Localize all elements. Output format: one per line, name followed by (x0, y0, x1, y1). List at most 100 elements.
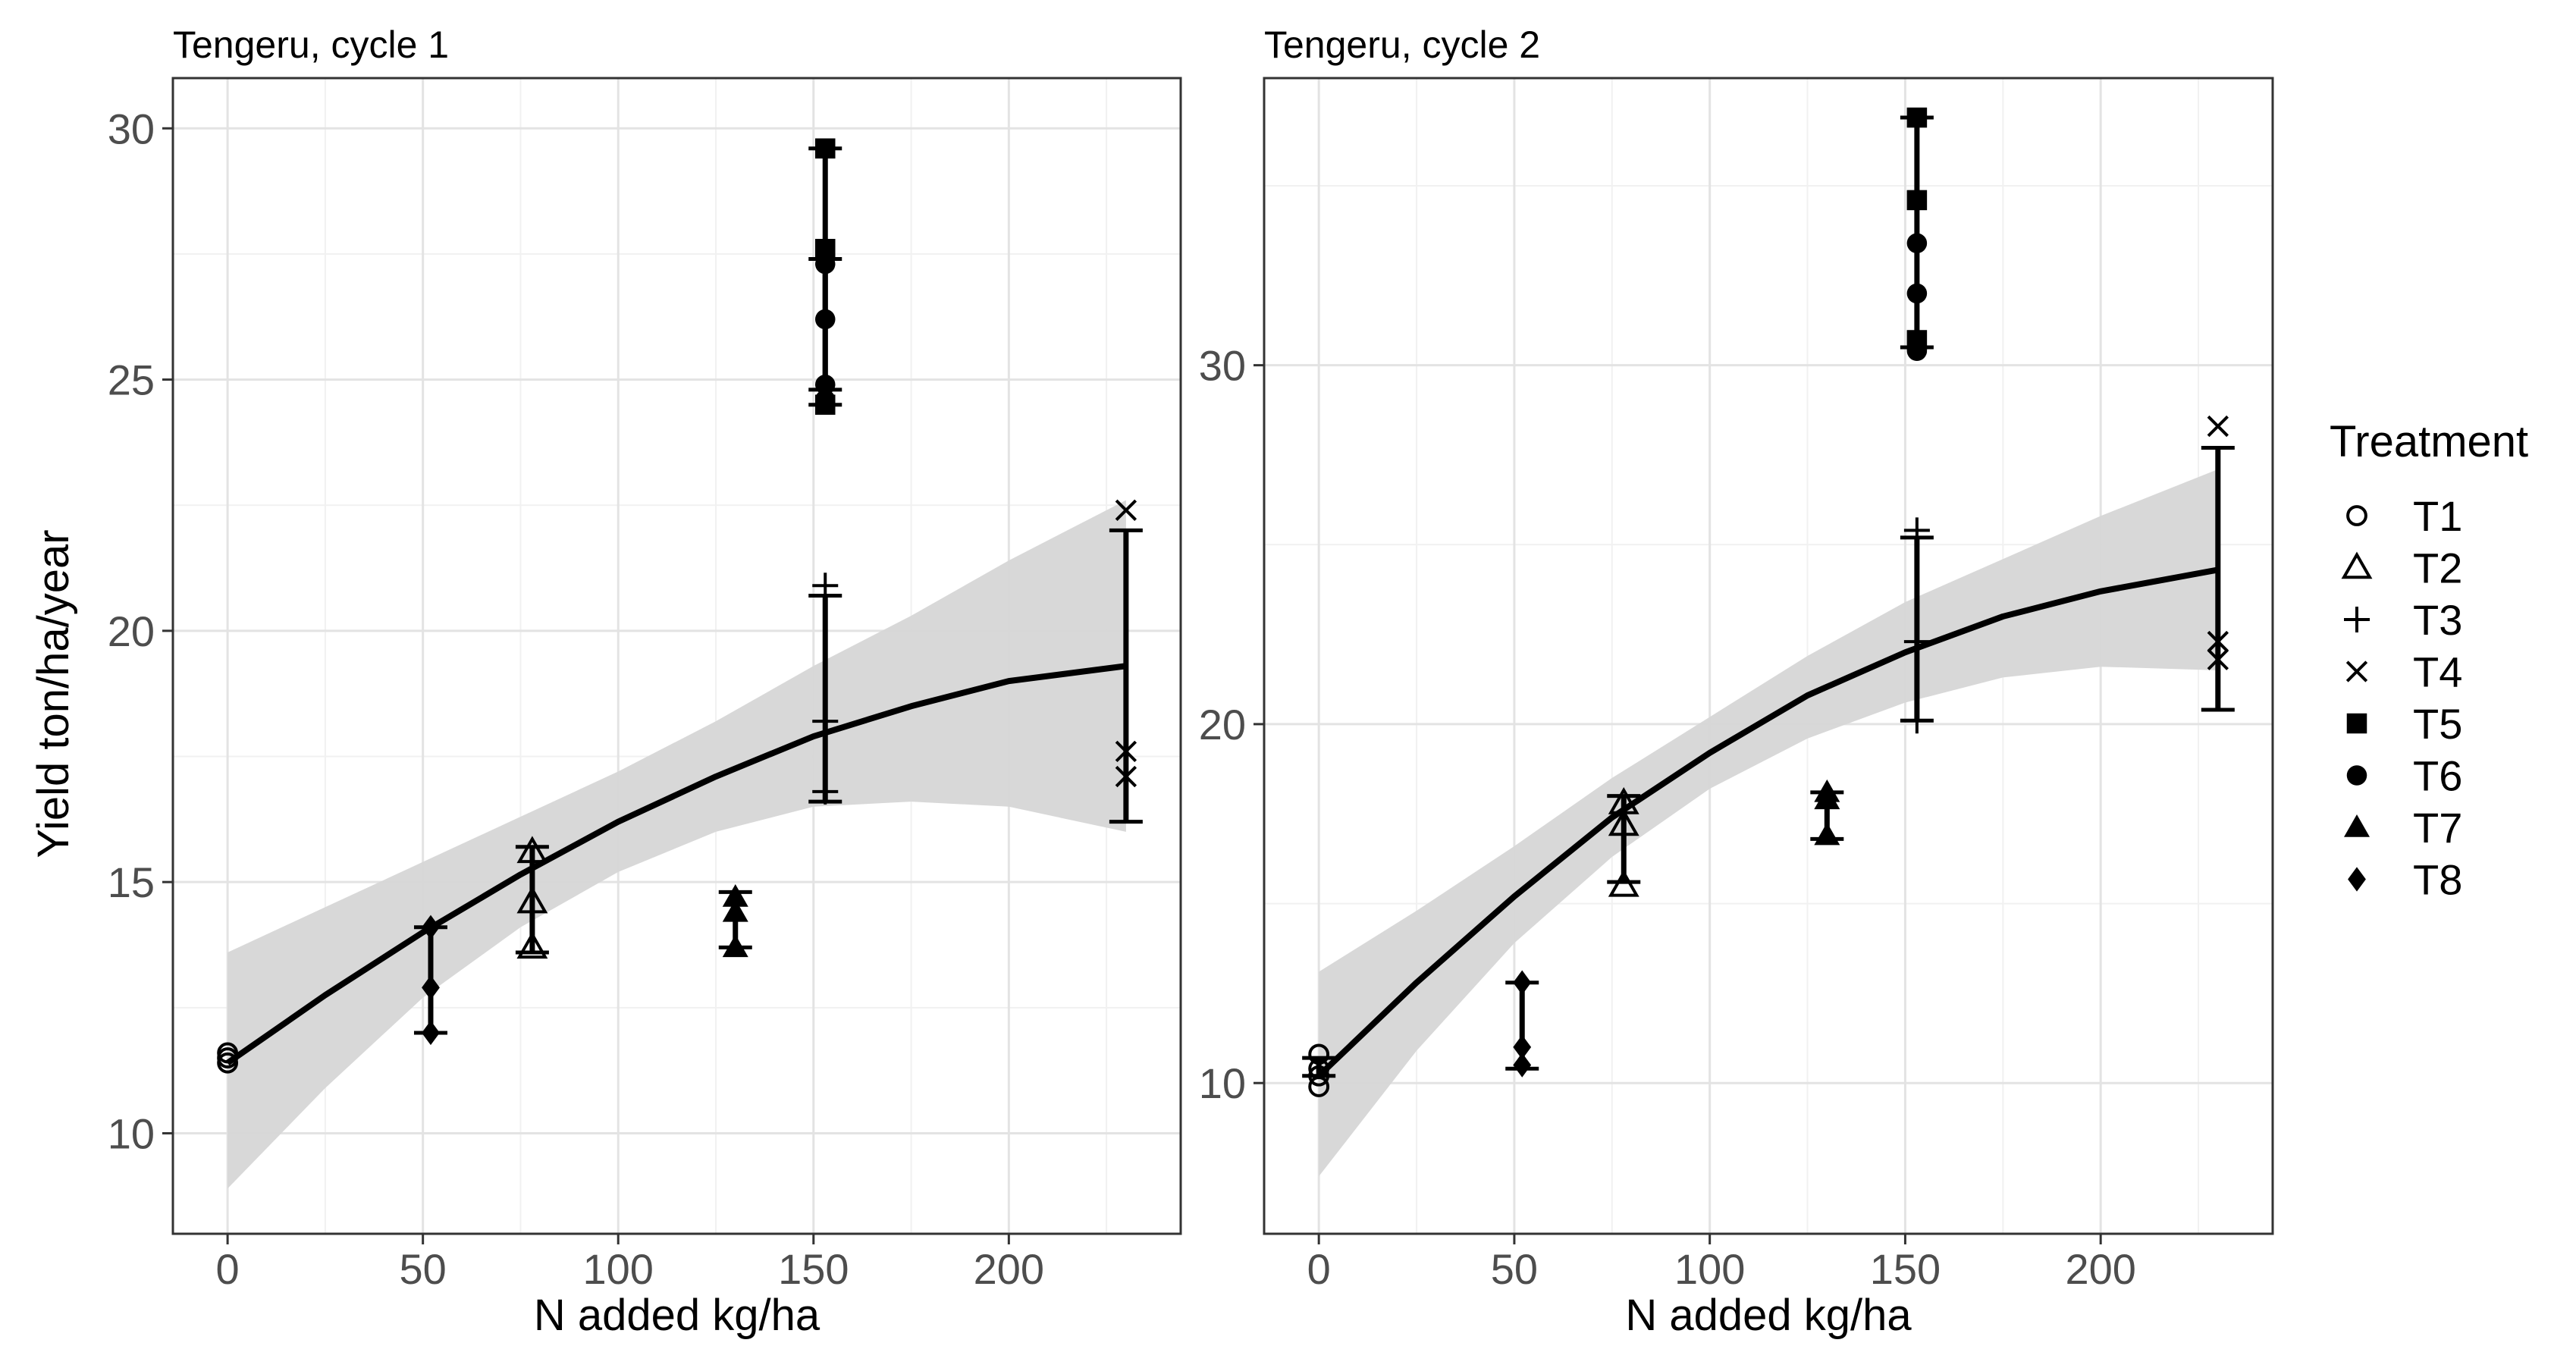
fit-curve (225, 663, 1127, 1065)
legend-key-t8 (2348, 867, 2366, 892)
legend-item-t1: T1 (2346, 492, 2462, 540)
point-t7 (722, 934, 748, 958)
y-tick-label: 20 (108, 607, 155, 655)
x-tick-label: 0 (1307, 1245, 1331, 1293)
point-t4 (2207, 648, 2229, 670)
fit-curve (1316, 566, 2219, 1078)
legend-item-t7: T7 (2344, 804, 2462, 852)
point-t7 (1814, 822, 1840, 846)
x-tick-label: 200 (2065, 1245, 2135, 1293)
legend-label: T1 (2413, 492, 2462, 540)
x-tick-label: 50 (1491, 1245, 1538, 1293)
point-t6 (1906, 233, 1928, 253)
legend-key-t2 (2341, 551, 2373, 579)
panel-border (171, 77, 1182, 1235)
point-t2 (1608, 808, 1639, 836)
legend-key-t1 (2346, 505, 2367, 526)
legend-label: T8 (2413, 856, 2462, 904)
point-t8 (1513, 970, 1532, 995)
y-tick-label: 20 (1199, 701, 1246, 748)
panel-cycle-2: Tengeru, cycle 2 0 50 100 150 200 10 20 30 N adde… (1199, 24, 2274, 1340)
legend-item-t6: T6 (2346, 752, 2462, 800)
point-t3 (812, 573, 839, 599)
y-tick-label: 30 (1199, 342, 1246, 390)
error-bar-t4 (1109, 528, 1143, 824)
confidence-band (227, 500, 1126, 1189)
legend-label: T2 (2413, 544, 2462, 592)
point-t7 (722, 884, 748, 907)
y-tick-label: 30 (108, 105, 155, 152)
point-t1 (217, 1042, 239, 1064)
point-t3 (1903, 517, 1930, 544)
point-t8 (422, 915, 440, 940)
point-t5 (814, 138, 836, 159)
y-tick-label: 15 (108, 858, 155, 906)
x-tick-label: 50 (400, 1245, 447, 1293)
point-t2 (516, 931, 548, 959)
legend-item-t2: T2 (2341, 544, 2462, 592)
point-t6 (814, 389, 836, 410)
legend-label: T4 (2413, 648, 2462, 696)
point-t4 (1115, 499, 1137, 522)
point-t6 (814, 374, 836, 395)
point-t8 (1513, 1053, 1532, 1078)
point-t8 (422, 975, 440, 1000)
legend-item-t5: T5 (2346, 700, 2462, 748)
error-bar-t4 (2201, 445, 2235, 712)
panel-title: Tengeru, cycle 2 (1264, 24, 1540, 66)
point-t5 (1906, 107, 1928, 128)
legend-key-t7 (2344, 814, 2370, 837)
point-t1 (1308, 1065, 1330, 1087)
point-t7 (722, 899, 748, 922)
point-t6 (814, 253, 836, 275)
legend-label: T6 (2413, 752, 2462, 800)
y-tick-label: 10 (108, 1109, 155, 1157)
x-tick-label: 150 (1870, 1245, 1941, 1293)
legend-label: T5 (2413, 700, 2462, 748)
legend-label: T3 (2413, 596, 2462, 644)
legend-key-t6 (2346, 765, 2367, 786)
panel-cycle-1: Tengeru, cycle 1 0 50 100 150 200 10 15 20 25 30 N … (108, 24, 1182, 1340)
x-tick-label: 100 (1674, 1245, 1745, 1293)
y-tick-label: 25 (108, 356, 155, 404)
point-t1 (1308, 1043, 1330, 1065)
point-t4 (1115, 765, 1137, 788)
point-t2 (516, 836, 548, 864)
confidence-band (1319, 469, 2218, 1177)
y-axis-title: Yield ton/ha/year (29, 529, 78, 858)
x-tick-label: 150 (778, 1245, 849, 1293)
x-axis-title: N added kg/ha (534, 1291, 820, 1340)
x-axis-title: N added kg/ha (1625, 1291, 1912, 1340)
point-t6 (814, 309, 836, 330)
legend-item-t4: T4 (2345, 648, 2462, 696)
point-t6 (1906, 340, 1928, 361)
x-tick-label: 0 (216, 1245, 240, 1293)
point-t3 (812, 778, 839, 805)
point-t7 (1814, 786, 1840, 810)
panel-title: Tengeru, cycle 1 (173, 24, 449, 66)
point-t1 (1308, 1076, 1330, 1097)
point-t8 (422, 1020, 440, 1046)
point-t8 (1513, 1034, 1532, 1060)
point-t5 (1906, 190, 1928, 211)
point-t4 (2207, 415, 2229, 438)
legend-item-t3: T3 (2344, 596, 2462, 644)
point-t3 (1903, 629, 1930, 655)
x-tick-label: 200 (974, 1245, 1044, 1293)
legend-item-t8: T8 (2348, 856, 2462, 904)
x-tick-label: 100 (583, 1245, 654, 1293)
point-t2 (516, 886, 548, 914)
legend-title: Treatment (2330, 417, 2528, 466)
legend-key-t5 (2346, 713, 2367, 734)
panel-border (1263, 77, 2274, 1235)
y-tick-label: 10 (1199, 1059, 1246, 1107)
point-t4 (1115, 740, 1137, 763)
legend-key-t4 (2345, 660, 2368, 682)
point-t6 (1906, 283, 1928, 304)
point-t3 (812, 708, 839, 735)
point-t3 (1903, 708, 1930, 734)
legend-label: T7 (2413, 804, 2462, 852)
legend-key-t3 (2344, 607, 2370, 632)
